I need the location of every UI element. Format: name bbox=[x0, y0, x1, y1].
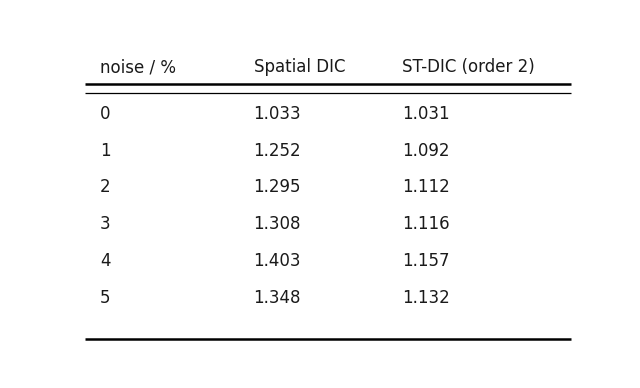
Text: 1.033: 1.033 bbox=[253, 105, 301, 123]
Text: 1.348: 1.348 bbox=[253, 289, 301, 307]
Text: noise / %: noise / % bbox=[100, 59, 176, 76]
Text: 1: 1 bbox=[100, 142, 111, 159]
Text: 0: 0 bbox=[100, 105, 110, 123]
Text: 1.403: 1.403 bbox=[253, 252, 301, 270]
Text: ST-DIC (order 2): ST-DIC (order 2) bbox=[403, 59, 535, 76]
Text: 1.157: 1.157 bbox=[403, 252, 450, 270]
Text: 1.092: 1.092 bbox=[403, 142, 450, 159]
Text: 5: 5 bbox=[100, 289, 110, 307]
Text: 1.308: 1.308 bbox=[253, 215, 301, 233]
Text: 1.295: 1.295 bbox=[253, 178, 301, 196]
Text: 1.116: 1.116 bbox=[403, 215, 450, 233]
Text: Spatial DIC: Spatial DIC bbox=[253, 59, 345, 76]
Text: 4: 4 bbox=[100, 252, 110, 270]
Text: 1.252: 1.252 bbox=[253, 142, 301, 159]
Text: 1.132: 1.132 bbox=[403, 289, 450, 307]
Text: 1.112: 1.112 bbox=[403, 178, 450, 196]
Text: 1.031: 1.031 bbox=[403, 105, 450, 123]
Text: 3: 3 bbox=[100, 215, 111, 233]
Text: 2: 2 bbox=[100, 178, 111, 196]
